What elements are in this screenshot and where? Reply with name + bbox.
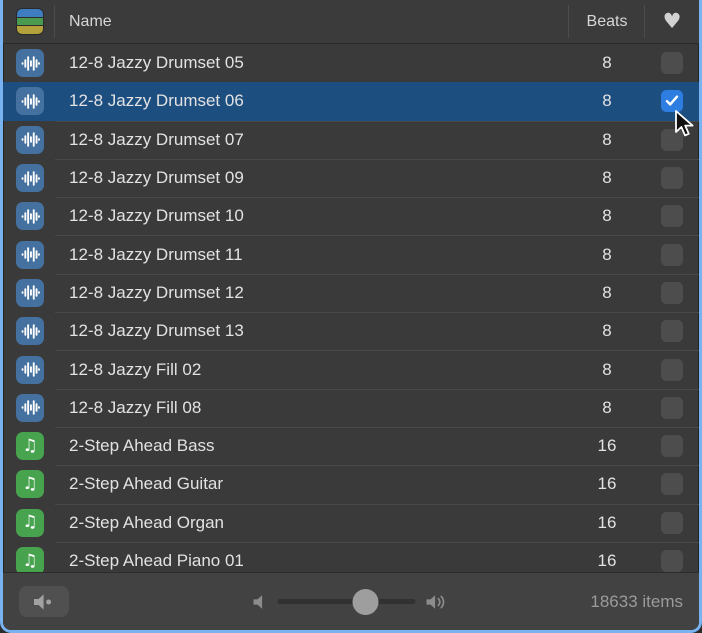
software-instrument-loop-icon: ♫ — [16, 547, 44, 572]
loop-row[interactable]: ♫ 12-8 Jazzy Drumset 11 8 — [3, 235, 699, 273]
loop-beats: 8 — [602, 397, 612, 417]
loop-type-column-icon — [16, 8, 44, 35]
name-column-label: Name — [69, 12, 112, 30]
loop-row[interactable]: ♫ 12-8 Jazzy Drumset 06 8 — [3, 82, 699, 121]
volume-min-icon — [253, 594, 263, 609]
favorite-checkbox[interactable] — [661, 128, 683, 151]
loop-name: 12-8 Jazzy Fill 08 — [69, 397, 202, 417]
favorite-checkbox[interactable] — [661, 473, 683, 496]
column-header-name[interactable]: Name — [55, 0, 569, 43]
loop-row[interactable]: ♫ 2-Step Ahead Guitar 16 — [3, 465, 699, 503]
loop-name: 2-Step Ahead Bass — [69, 436, 215, 456]
volume-max-icon — [426, 594, 445, 609]
loop-row[interactable]: ♫ 12-8 Jazzy Drumset 09 8 — [3, 158, 699, 197]
column-header-type[interactable] — [3, 0, 55, 43]
loop-name: 12-8 Jazzy Drumset 05 — [69, 53, 244, 73]
loop-beats: 8 — [602, 91, 612, 111]
loop-row[interactable]: ♫ 12-8 Jazzy Fill 02 8 — [3, 350, 699, 388]
speaker-dot-icon — [34, 593, 52, 610]
loop-name: 12-8 Jazzy Drumset 10 — [69, 206, 244, 226]
loop-row[interactable]: ♫ 12-8 Jazzy Fill 08 8 — [3, 388, 699, 427]
audio-loop-icon: ♫ — [16, 278, 44, 307]
loop-name: 2-Step Ahead Organ — [69, 512, 225, 532]
favorite-checkbox[interactable] — [661, 320, 683, 343]
favorite-checkbox[interactable] — [661, 52, 683, 75]
loop-row[interactable]: ♫ 12-8 Jazzy Drumset 13 8 — [3, 312, 699, 350]
list-header: Name Beats ♥ — [3, 0, 699, 44]
beats-column-label: Beats — [586, 12, 628, 30]
loop-beats: 8 — [602, 53, 612, 73]
bottom-bar: 18633 items — [3, 572, 699, 630]
audio-loop-icon: ♫ — [16, 355, 44, 384]
software-instrument-loop-icon: ♫ — [16, 508, 44, 537]
favorite-checkbox[interactable] — [661, 167, 683, 190]
loop-row[interactable]: ♫ 2-Step Ahead Bass 16 — [3, 426, 699, 465]
loop-row[interactable]: ♫ 12-8 Jazzy Drumset 12 8 — [3, 273, 699, 312]
loop-beats: 8 — [602, 282, 612, 302]
loop-name: 12-8 Jazzy Drumset 12 — [69, 282, 244, 302]
loop-beats: 8 — [602, 244, 612, 264]
loop-beats: 8 — [602, 168, 612, 188]
loop-name: 12-8 Jazzy Drumset 09 — [69, 168, 244, 188]
favorite-checkbox[interactable] — [661, 358, 683, 381]
software-instrument-loop-icon: ♫ — [16, 432, 44, 461]
audio-loop-icon: ♫ — [16, 125, 44, 154]
audio-loop-icon: ♫ — [16, 317, 44, 346]
loop-beats: 16 — [597, 474, 617, 494]
loop-list: ♫ 12-8 Jazzy Drumset 05 8 — [3, 44, 699, 572]
items-count-label: 18633 items — [590, 591, 683, 611]
loop-name: 12-8 Jazzy Drumset 13 — [69, 321, 244, 341]
loop-beats: 16 — [597, 512, 617, 532]
loop-name: 12-8 Jazzy Fill 02 — [69, 359, 202, 379]
loop-beats: 8 — [602, 321, 612, 341]
audio-loop-icon: ♫ — [16, 393, 44, 422]
heart-icon: ♥ — [662, 9, 682, 33]
favorite-checkbox[interactable] — [661, 396, 683, 419]
favorite-checkbox[interactable] — [661, 435, 683, 458]
favorite-checkbox[interactable] — [661, 511, 683, 534]
loop-name: 12-8 Jazzy Drumset 07 — [69, 129, 244, 149]
loop-beats: 8 — [602, 359, 612, 379]
volume-slider-track[interactable] — [277, 588, 416, 615]
column-header-beats[interactable]: Beats — [569, 0, 645, 43]
loop-row[interactable]: ♫ 2-Step Ahead Piano 01 16 — [3, 541, 699, 572]
loop-beats: 16 — [597, 551, 617, 570]
loop-row[interactable]: ♫ 12-8 Jazzy Drumset 07 8 — [3, 120, 699, 159]
favorite-checkbox[interactable] — [661, 550, 683, 572]
loop-beats: 16 — [597, 436, 617, 456]
loop-name: 12-8 Jazzy Drumset 11 — [69, 244, 243, 264]
loop-beats: 8 — [602, 206, 612, 226]
audio-loop-icon: ♫ — [16, 202, 44, 231]
favorite-checkbox[interactable] — [661, 281, 683, 304]
loop-row[interactable]: ♫ 2-Step Ahead Organ 16 — [3, 503, 699, 542]
loop-row[interactable]: ♫ 12-8 Jazzy Drumset 05 8 — [3, 44, 699, 82]
audio-loop-icon: ♫ — [16, 240, 44, 269]
favorite-checkbox[interactable] — [661, 205, 683, 228]
loop-name: 2-Step Ahead Guitar — [69, 474, 224, 494]
volume-slider[interactable] — [253, 588, 450, 615]
audio-loop-icon: ♫ — [16, 164, 44, 193]
audition-button[interactable] — [19, 586, 69, 617]
loop-row[interactable]: ♫ 12-8 Jazzy Drumset 10 8 — [3, 197, 699, 235]
favorite-checkbox[interactable] — [661, 90, 683, 113]
audio-loop-icon: ♫ — [16, 49, 44, 78]
audio-loop-icon: ♫ — [16, 87, 44, 116]
loop-beats: 8 — [602, 129, 612, 149]
loop-name: 2-Step Ahead Piano 01 — [69, 551, 244, 570]
volume-slider-thumb[interactable] — [352, 588, 379, 615]
column-header-favorites[interactable]: ♥ — [645, 0, 699, 43]
software-instrument-loop-icon: ♫ — [16, 470, 44, 499]
favorite-checkbox[interactable] — [661, 243, 683, 266]
loop-name: 12-8 Jazzy Drumset 06 — [69, 91, 244, 111]
